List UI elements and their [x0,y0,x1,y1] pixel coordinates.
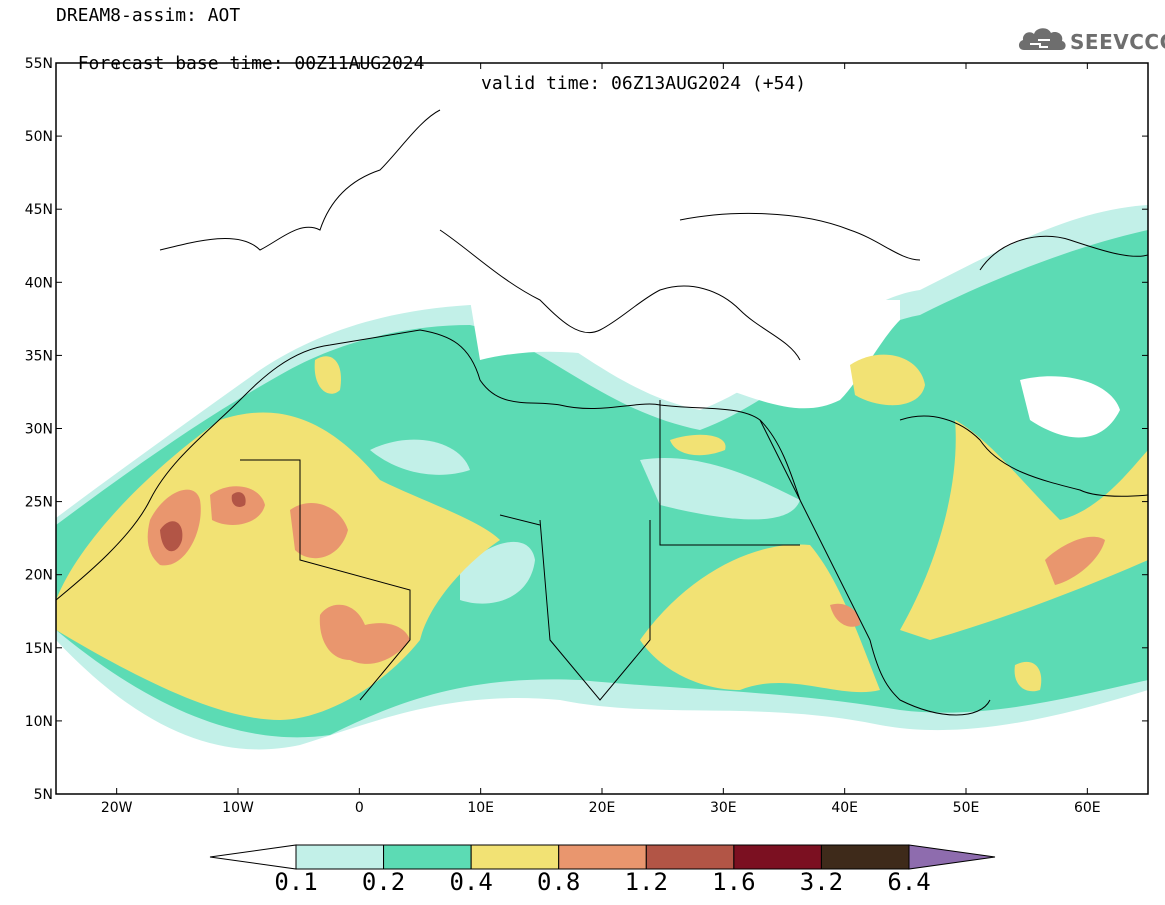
logo-text: SEEVCCC [1070,30,1165,54]
seevccc-logo: SEEVCCC [1016,24,1165,54]
colorbar-label: 1.6 [712,868,756,896]
aot-contour-0.8 [1045,536,1105,585]
colorbar-low-extension [209,844,297,870]
aot-contour-0.8 [319,604,410,664]
colorbar [209,844,996,870]
aot-contour-0.4 [900,420,1148,640]
aot-contour-0.8 [830,603,860,627]
lat-tick-label: 10N [25,714,53,730]
aot-contour-0.4 [670,434,726,456]
colorbar-label: 0.2 [361,868,406,896]
lat-tick-label: 40N [25,275,53,291]
colorbar-swatch [295,844,385,870]
lat-tick-label: 15N [25,641,53,657]
lon-tick-label: 10W [222,800,254,816]
colorbar-label: 3.2 [799,868,844,896]
aot-contour-0.8 [290,502,348,559]
colorbar-label: 0.4 [449,868,493,896]
colorbar-label: 0.8 [537,868,581,896]
colorbar-label: 0.1 [274,868,318,896]
colorbar-high-extension [908,844,996,870]
aot-clear-area [470,300,900,409]
colorbar-swatch [383,844,472,870]
lon-tick-label: 10E [467,800,494,816]
colorbar-swatch [558,844,647,870]
lon-tick-label: 60E [1074,800,1101,816]
colorbar-swatch [820,844,910,870]
aot-contour-0.4 [850,354,925,406]
lat-tick-label: 30N [25,422,53,438]
colorbar-swatch [645,844,735,870]
aot-contour-0.4 [314,356,341,394]
colorbar-label: 1.2 [624,868,668,896]
aot-field [56,205,1148,750]
valid-time: valid time: 06Z13AUG2024 (+54) [481,73,807,94]
map-title: DREAM8-assim: AOT [56,5,241,26]
coastlines [56,109,1148,716]
lat-tick-label: 55N [25,56,53,72]
lon-tick-label: 20E [589,800,616,816]
colorbar-swatch [470,844,560,870]
aot-contour-1.2 [160,521,183,552]
lon-tick-label: 40E [831,800,858,816]
aot-contour-1.2 [231,492,246,507]
cloud-icon [1018,28,1066,50]
aot-contour-0.4 [1014,661,1042,692]
lon-tick-label: 30E [710,800,737,816]
aot-clear-area [640,458,800,520]
aot-clear-area [1020,376,1120,438]
latitude-axis: 55N 50N 45N 40N 35N 30N 25N 20N 15N 10N 5N [25,56,1148,803]
lat-tick-label: 5N [34,787,53,803]
colorbar-label: 6.4 [887,868,931,896]
lat-tick-label: 35N [25,348,53,364]
longitude-axis: 20W 10W 0 10E 20E 30E 40E 50E 60E [101,63,1101,816]
aot-clear-area [370,439,470,475]
colorbar-swatch [733,844,822,870]
lat-tick-label: 25N [25,495,53,511]
lat-tick-label: 20N [25,568,53,584]
lon-tick-label: 0 [355,800,364,816]
lon-tick-label: 50E [953,800,980,816]
lon-tick-label: 20W [101,800,133,816]
aot-contour-0.4 [640,544,880,693]
aot-clear-area [460,541,535,604]
lat-tick-label: 45N [25,202,53,218]
lat-tick-label: 50N [25,129,53,145]
